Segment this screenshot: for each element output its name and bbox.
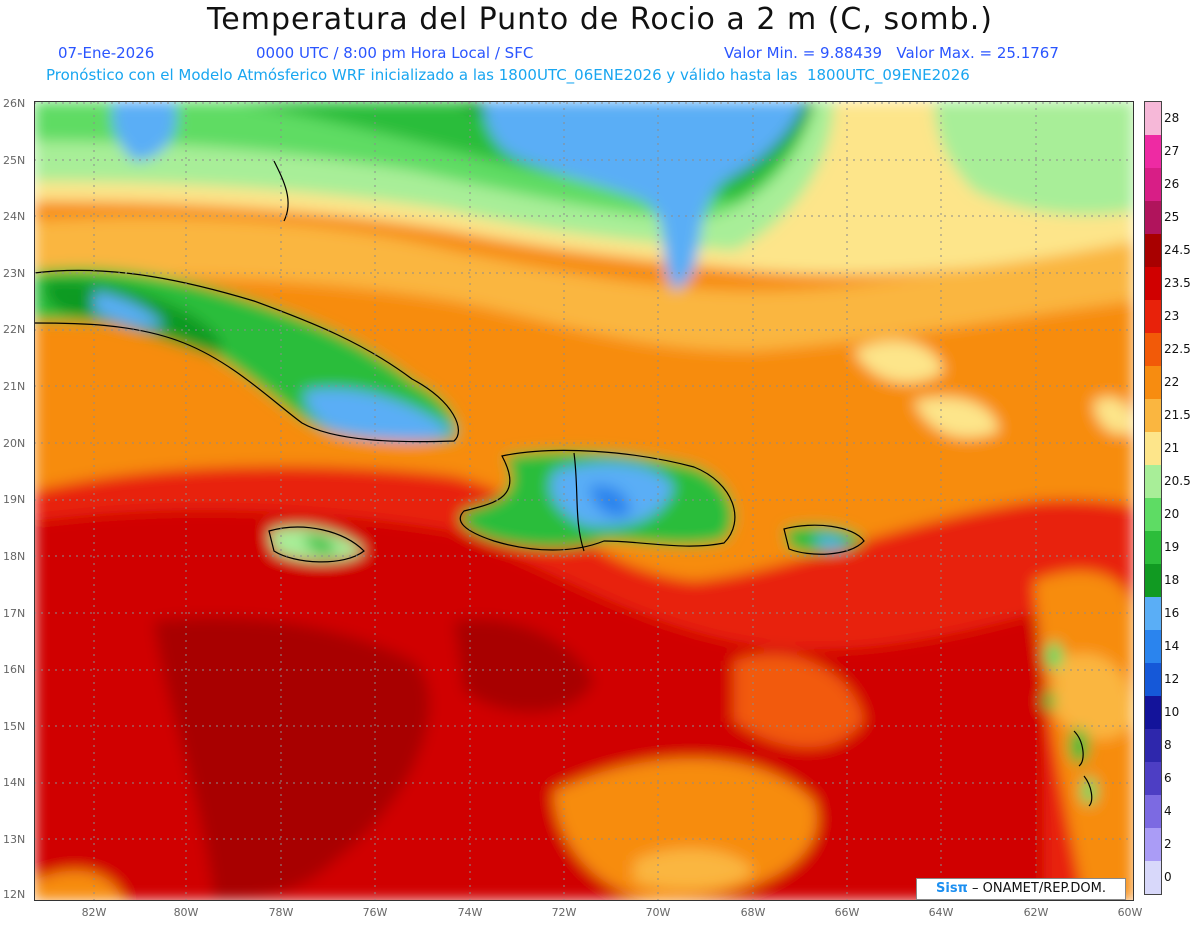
lon-label-72w: 72W bbox=[551, 906, 577, 919]
colorbar-tick-label: 21.5 bbox=[1164, 407, 1191, 422]
lat-label-24n: 24N bbox=[3, 210, 26, 223]
lat-label-21n: 21N bbox=[3, 380, 26, 393]
colorbar-tick-label: 12 bbox=[1164, 671, 1180, 686]
colorbar-tick-label: 26 bbox=[1164, 176, 1180, 191]
colorbar-swatch bbox=[1145, 531, 1161, 565]
colorbar-swatch bbox=[1145, 201, 1161, 235]
colorbar-swatch bbox=[1145, 828, 1161, 862]
colorbar-swatch bbox=[1145, 300, 1161, 334]
model-info: Pronóstico con el Modelo Atmósferico WRF… bbox=[46, 66, 970, 84]
map-title: Temperatura del Punto de Rocio a 2 m (C,… bbox=[207, 2, 993, 37]
colorbar-swatch bbox=[1145, 663, 1161, 697]
colorbar-tick-label: 20 bbox=[1164, 506, 1180, 521]
lon-label-68w: 68W bbox=[740, 906, 766, 919]
colorbar-swatch bbox=[1145, 795, 1161, 829]
min-max-values: Valor Min. = 9.88439 Valor Max. = 25.176… bbox=[724, 44, 1059, 62]
colorbar-tick-label: 27 bbox=[1164, 143, 1180, 158]
lon-label-60w: 60W bbox=[1117, 906, 1143, 919]
colorbar-tick-label: 4 bbox=[1164, 803, 1172, 818]
colorbar-tick-label: 20.5 bbox=[1164, 473, 1191, 488]
lat-label-22n: 22N bbox=[3, 323, 26, 336]
colorbar-swatch bbox=[1145, 498, 1161, 532]
colorbar-swatch bbox=[1145, 333, 1161, 367]
colorbar-tick-label: 23.5 bbox=[1164, 275, 1191, 290]
colorbar-tick-label: 8 bbox=[1164, 737, 1172, 752]
credit-box: Sisπ – ONAMET/REP.DOM. bbox=[916, 878, 1126, 900]
colorbar-tick-label: 22.5 bbox=[1164, 341, 1191, 356]
lon-label-74w: 74W bbox=[457, 906, 483, 919]
lon-label-78w: 78W bbox=[268, 906, 294, 919]
sispi-logo: Sisπ bbox=[936, 881, 968, 896]
colorbar-tick-label: 2 bbox=[1164, 836, 1172, 851]
lat-label-13n: 13N bbox=[3, 833, 26, 846]
lon-label-82w: 82W bbox=[81, 906, 107, 919]
colorbar-swatch bbox=[1145, 399, 1161, 433]
lon-label-70w: 70W bbox=[645, 906, 671, 919]
colorbar-tick-label: 23 bbox=[1164, 308, 1180, 323]
colorbar-swatch bbox=[1145, 267, 1161, 301]
colorbar-swatch bbox=[1145, 234, 1161, 268]
credit-text: – ONAMET/REP.DOM. bbox=[967, 881, 1106, 896]
lat-label-25n: 25N bbox=[3, 154, 26, 167]
colorbar-tick-label: 16 bbox=[1164, 605, 1180, 620]
colorbar bbox=[1144, 101, 1162, 895]
lon-label-76w: 76W bbox=[362, 906, 388, 919]
colorbar-swatch bbox=[1145, 465, 1161, 499]
colorbar-swatch bbox=[1145, 366, 1161, 400]
colorbar-swatch bbox=[1145, 762, 1161, 796]
colorbar-tick-label: 25 bbox=[1164, 209, 1180, 224]
colorbar-swatch bbox=[1145, 432, 1161, 466]
colorbar-swatch bbox=[1145, 168, 1161, 202]
forecast-time: 0000 UTC / 8:00 pm Hora Local / SFC bbox=[256, 44, 534, 62]
colorbar-tick-label: 14 bbox=[1164, 638, 1180, 653]
colorbar-swatch bbox=[1145, 630, 1161, 664]
lon-label-80w: 80W bbox=[173, 906, 199, 919]
colorbar-tick-label: 21 bbox=[1164, 440, 1180, 455]
colorbar-tick-label: 6 bbox=[1164, 770, 1172, 785]
lat-label-17n: 17N bbox=[3, 607, 26, 620]
dewpoint-map bbox=[34, 101, 1134, 901]
lat-label-14n: 14N bbox=[3, 776, 26, 789]
lat-label-20n: 20N bbox=[3, 437, 26, 450]
lat-label-23n: 23N bbox=[3, 267, 26, 280]
lat-label-15n: 15N bbox=[3, 720, 26, 733]
colorbar-swatch bbox=[1145, 861, 1161, 894]
colorbar-tick-label: 28 bbox=[1164, 110, 1180, 125]
colorbar-swatch bbox=[1145, 597, 1161, 631]
colorbar-tick-label: 24.5 bbox=[1164, 242, 1191, 257]
colorbar-tick-label: 0 bbox=[1164, 869, 1172, 884]
lat-label-18n: 18N bbox=[3, 550, 26, 563]
colorbar-swatch bbox=[1145, 564, 1161, 598]
lat-label-19n: 19N bbox=[3, 493, 26, 506]
colorbar-tick-label: 22 bbox=[1164, 374, 1180, 389]
colorbar-swatch bbox=[1145, 102, 1161, 136]
colorbar-swatch bbox=[1145, 729, 1161, 763]
lon-label-66w: 66W bbox=[834, 906, 860, 919]
lat-label-26n: 26N bbox=[3, 97, 26, 110]
forecast-date: 07-Ene-2026 bbox=[58, 44, 155, 62]
colorbar-swatch bbox=[1145, 696, 1161, 730]
lon-label-64w: 64W bbox=[928, 906, 954, 919]
colorbar-tick-label: 19 bbox=[1164, 539, 1180, 554]
colorbar-swatch bbox=[1145, 135, 1161, 169]
lat-label-16n: 16N bbox=[3, 663, 26, 676]
colorbar-tick-label: 10 bbox=[1164, 704, 1180, 719]
lon-label-62w: 62W bbox=[1023, 906, 1049, 919]
colorbar-tick-label: 18 bbox=[1164, 572, 1180, 587]
lat-label-12n: 12N bbox=[3, 888, 26, 901]
